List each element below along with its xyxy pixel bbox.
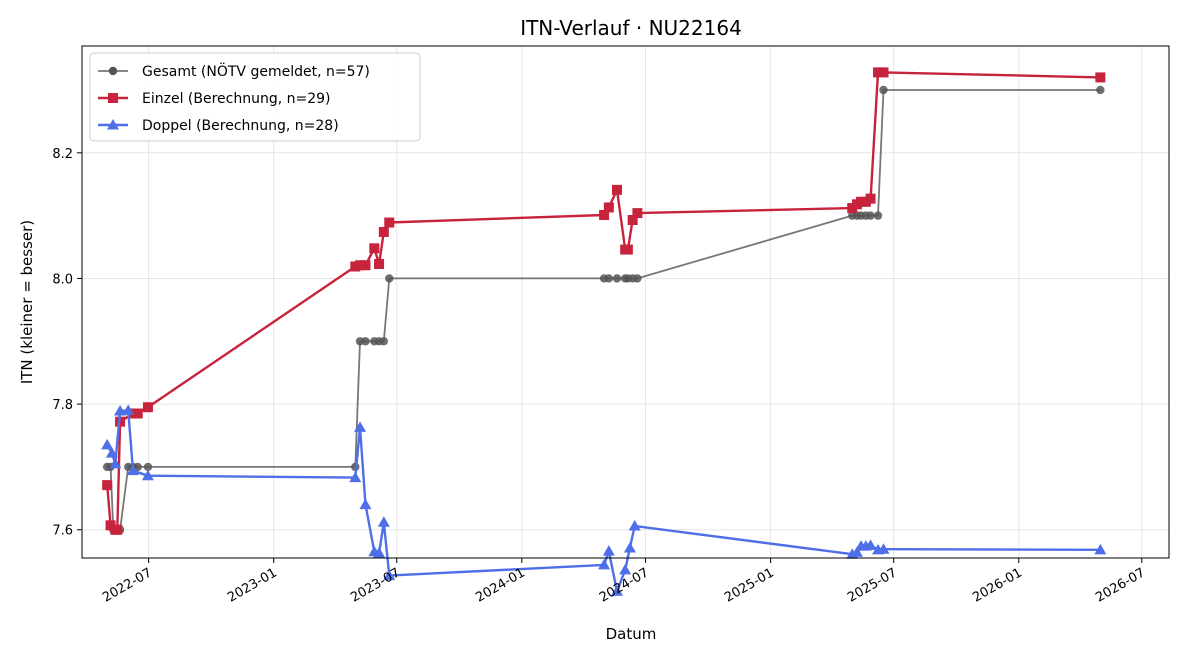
- data-point: [865, 193, 876, 204]
- data-point: [619, 563, 632, 575]
- data-point: [603, 202, 614, 213]
- legend-label: Gesamt (NÖTV gemeldet, n=57): [142, 62, 370, 80]
- data-point: [349, 471, 362, 483]
- data-point: [355, 260, 366, 271]
- legend-item: Gesamt (NÖTV gemeldet, n=57): [98, 62, 370, 80]
- data-point: [369, 243, 380, 254]
- data-point: [623, 541, 636, 553]
- data-point: [1095, 72, 1106, 83]
- data-point: [361, 337, 370, 346]
- legend-label: Einzel (Berechnung, n=29): [142, 91, 331, 107]
- data-point: [873, 211, 883, 220]
- legend-item: Doppel (Berechnung, n=28): [98, 118, 339, 134]
- chart-title: ITN-Verlauf · NU22164: [520, 16, 742, 40]
- data-point: [878, 67, 889, 78]
- data-point: [873, 67, 884, 78]
- data-point: [379, 337, 389, 346]
- x-axis-label: Datum: [606, 625, 657, 643]
- data-point: [879, 85, 888, 95]
- data-point: [1096, 85, 1105, 95]
- data-point: [612, 184, 623, 195]
- y-tick-label: 7.8: [52, 398, 73, 413]
- data-point: [374, 258, 385, 269]
- legend-item: Einzel (Berechnung, n=29): [98, 91, 331, 107]
- data-point: [112, 524, 123, 535]
- data-point: [598, 558, 611, 570]
- data-point: [384, 217, 395, 228]
- plot-frame: [81, 45, 1170, 559]
- data-point: [141, 469, 154, 481]
- data-point: [385, 274, 394, 283]
- data-point: [378, 226, 389, 237]
- data-point: [114, 404, 127, 416]
- data-point: [633, 274, 642, 283]
- data-point: [599, 209, 610, 220]
- data-point: [133, 462, 142, 472]
- data-point: [628, 519, 641, 531]
- legend-label: Doppel (Berechnung, n=28): [142, 118, 339, 134]
- data-point: [627, 215, 638, 226]
- data-point: [1094, 543, 1107, 555]
- y-tick-label: 8.2: [52, 147, 73, 162]
- data-point: [611, 585, 624, 596]
- data-point: [864, 539, 877, 550]
- data-point: [866, 211, 875, 220]
- data-point: [122, 404, 135, 415]
- data-point: [354, 421, 367, 432]
- legend: Gesamt (NÖTV gemeldet, n=57) Einzel (Bere…: [89, 52, 421, 142]
- legend-marker: [108, 66, 118, 76]
- data-point: [126, 464, 139, 476]
- data-point: [632, 208, 643, 219]
- series-layer: [101, 67, 1107, 596]
- data-point: [602, 545, 615, 556]
- data-point: [383, 569, 396, 581]
- legend-box: [89, 52, 421, 142]
- data-point: [373, 546, 386, 558]
- y-axis: 7.6 7.8 8.0 8.2: [52, 147, 82, 539]
- data-point: [377, 516, 390, 527]
- data-point: [604, 274, 614, 283]
- legend-marker: [108, 93, 118, 103]
- y-tick-label: 8.0: [52, 272, 73, 287]
- y-tick-label: 7.6: [52, 524, 73, 539]
- data-point: [360, 260, 371, 271]
- data-point: [105, 447, 118, 458]
- data-point: [132, 408, 143, 419]
- data-point: [102, 480, 113, 491]
- y-axis-label: ITN (kleiner = besser): [18, 220, 36, 384]
- data-point: [101, 438, 114, 450]
- data-point: [877, 543, 890, 554]
- legend-marker: [107, 119, 119, 130]
- data-point: [622, 244, 633, 255]
- series-3: [101, 404, 1107, 596]
- data-point: [142, 402, 153, 413]
- data-point: [850, 546, 863, 557]
- data-point: [612, 274, 622, 283]
- data-point: [109, 457, 122, 469]
- data-point: [143, 462, 153, 472]
- data-point: [359, 498, 372, 510]
